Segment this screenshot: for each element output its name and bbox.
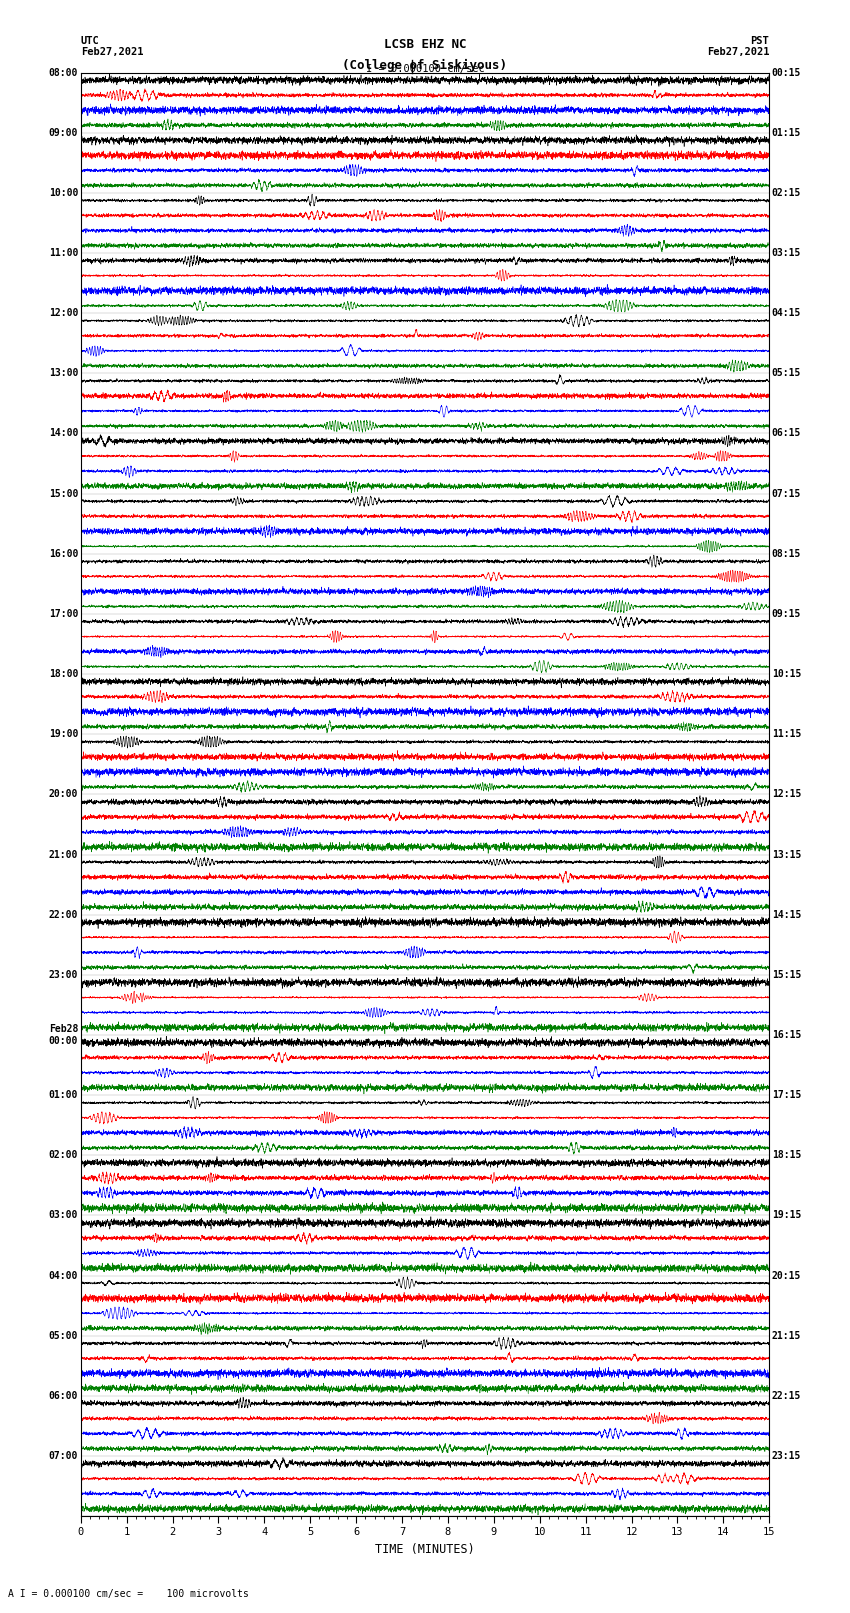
Text: 07:00: 07:00 [48,1452,78,1461]
Text: 01:00: 01:00 [48,1090,78,1100]
Text: LCSB EHZ NC: LCSB EHZ NC [383,37,467,50]
Text: Feb27,2021: Feb27,2021 [706,47,769,58]
Text: 05:00: 05:00 [48,1331,78,1340]
Text: 15:15: 15:15 [772,969,802,979]
Text: 18:00: 18:00 [48,669,78,679]
Text: 21:00: 21:00 [48,850,78,860]
Text: 08:15: 08:15 [772,548,802,558]
Text: 10:15: 10:15 [772,669,802,679]
Text: 12:15: 12:15 [772,789,802,800]
Text: (College of Siskiyous): (College of Siskiyous) [343,58,507,73]
Text: 08:00: 08:00 [48,68,78,77]
Text: 03:15: 03:15 [772,248,802,258]
Text: 00:15: 00:15 [772,68,802,77]
Text: 17:00: 17:00 [48,610,78,619]
Text: 13:15: 13:15 [772,850,802,860]
Text: 02:15: 02:15 [772,187,802,198]
Text: 22:00: 22:00 [48,910,78,919]
Text: 01:15: 01:15 [772,127,802,137]
Text: 15:00: 15:00 [48,489,78,498]
Text: Feb28
00:00: Feb28 00:00 [48,1024,78,1045]
Text: 03:00: 03:00 [48,1210,78,1221]
Text: 14:15: 14:15 [772,910,802,919]
Text: 20:00: 20:00 [48,789,78,800]
Text: 18:15: 18:15 [772,1150,802,1160]
Text: 12:00: 12:00 [48,308,78,318]
Text: I = 0.000100 cm/sec: I = 0.000100 cm/sec [366,65,484,74]
Text: 06:15: 06:15 [772,429,802,439]
Text: 07:15: 07:15 [772,489,802,498]
Text: 06:00: 06:00 [48,1390,78,1402]
Text: 19:00: 19:00 [48,729,78,739]
Text: 21:15: 21:15 [772,1331,802,1340]
Text: 04:15: 04:15 [772,308,802,318]
Text: 11:00: 11:00 [48,248,78,258]
Text: UTC: UTC [81,35,99,45]
Text: 19:15: 19:15 [772,1210,802,1221]
Text: 16:00: 16:00 [48,548,78,558]
Text: 17:15: 17:15 [772,1090,802,1100]
Text: 22:15: 22:15 [772,1390,802,1402]
Text: PST: PST [751,35,769,45]
Text: 10:00: 10:00 [48,187,78,198]
Text: 02:00: 02:00 [48,1150,78,1160]
Text: 20:15: 20:15 [772,1271,802,1281]
Text: 16:15: 16:15 [772,1031,802,1040]
Text: 13:00: 13:00 [48,368,78,379]
Text: 09:00: 09:00 [48,127,78,137]
Text: 11:15: 11:15 [772,729,802,739]
Text: 23:15: 23:15 [772,1452,802,1461]
Text: 05:15: 05:15 [772,368,802,379]
Text: 09:15: 09:15 [772,610,802,619]
Text: A I = 0.000100 cm/sec =    100 microvolts: A I = 0.000100 cm/sec = 100 microvolts [8,1589,249,1598]
Text: Feb27,2021: Feb27,2021 [81,47,144,58]
X-axis label: TIME (MINUTES): TIME (MINUTES) [375,1544,475,1557]
Text: 23:00: 23:00 [48,969,78,979]
Text: 04:00: 04:00 [48,1271,78,1281]
Text: 14:00: 14:00 [48,429,78,439]
